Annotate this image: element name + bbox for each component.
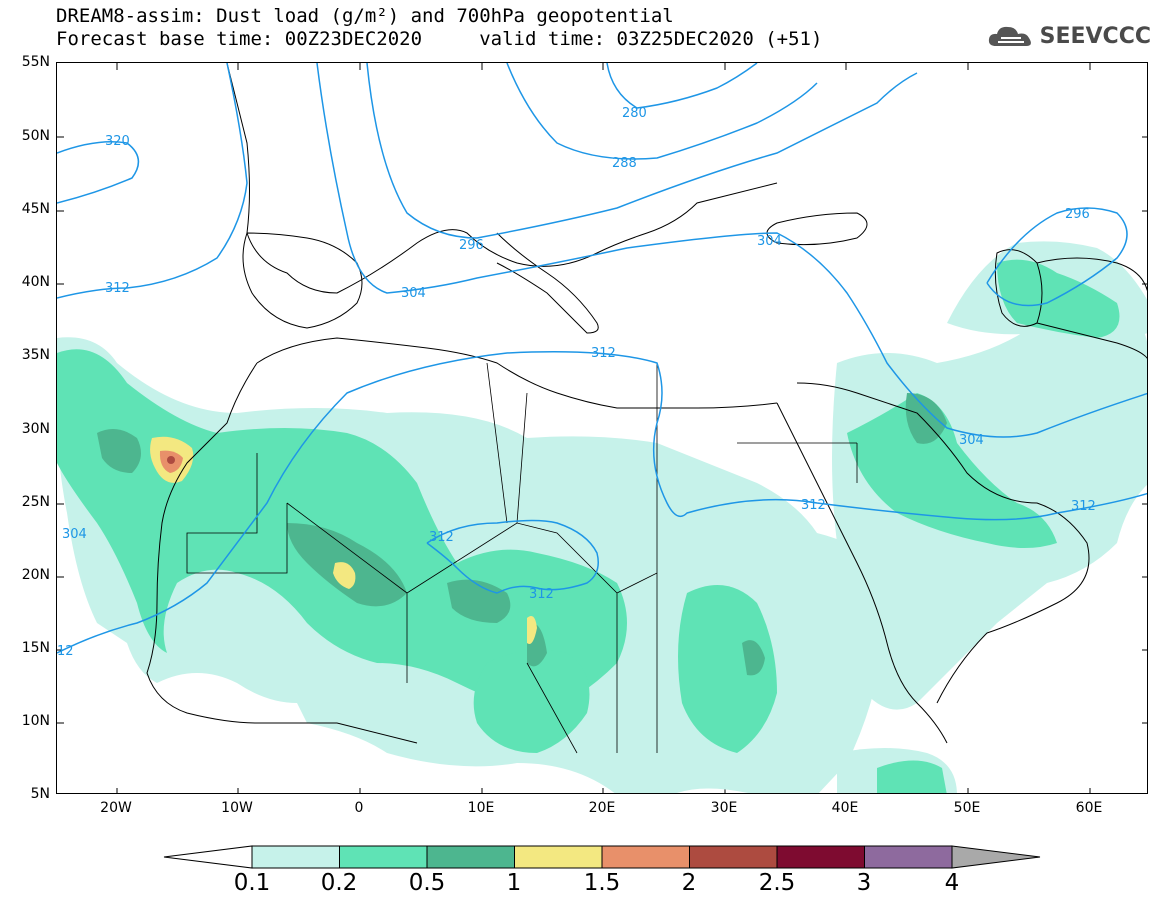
lat-label-45n: 45N [21,201,50,217]
contour-296 [366,63,918,239]
colorbar-swatch-5 [602,846,690,868]
contour-label-312-n: 312 [591,346,616,361]
lat-label-25n: 25N [21,494,50,510]
lon-label-20e: 20E [588,800,616,816]
dust-area-gulf [847,393,1057,548]
lat-label-20n: 20N [21,567,50,583]
logo-text: SEEVCCC [1039,23,1151,49]
contour-304-north [316,63,1147,438]
lon-label-60e: 60E [1075,800,1103,816]
dust-area-sudan-core [742,640,765,676]
colorbar-label-3: 3 [856,870,872,896]
colorbar-label-4: 4 [944,870,960,896]
contour-labels: 320 312 304 296 288 280 304 312 312 312 … [57,106,1096,659]
geopotential-contours [57,63,1147,654]
colorbar-swatch-8 [864,846,952,868]
coast-iberia [242,232,363,329]
colorbar-label-1.5: 1.5 [583,870,621,896]
dust-area-somalia [877,760,947,793]
lon-label-10e: 10E [467,800,495,816]
map-panel[interactable]: 320 312 304 296 288 280 304 312 312 312 … [56,62,1148,794]
dust-area-wsahara-3 [167,456,175,464]
dust-area-chad [473,649,590,753]
lon-label-20w: 20W [100,800,132,816]
contour-296-caspian [986,207,1128,307]
coast-arabia [796,382,1090,704]
contour-280 [606,63,758,109]
lon-label-40e: 40E [831,800,859,816]
contour-288 [506,63,818,160]
lon-label-10w: 10W [221,800,253,816]
lat-label-30n: 30N [21,421,50,437]
map-subtitle: Forecast base time: 00Z23DEC2020 valid t… [56,28,823,50]
contour-label-312-chad: 312 [429,530,454,545]
colorbar-label-2.5: 2.5 [758,870,796,896]
dust-area-niger [447,579,511,623]
dust-area-kuwait [905,393,947,444]
country-borders [186,362,858,754]
colorbar-label-1: 1 [506,870,522,896]
cloud-icon [988,26,1031,46]
colorbar-swatch-4 [514,846,602,868]
coast-iran [1036,257,1147,359]
colorbar-label-0.5: 0.5 [408,870,446,896]
contour-label-304-c: 304 [401,286,426,301]
dust-area-mali [333,562,356,589]
contour-label-296-caspian: 296 [1065,207,1090,222]
dust-area-canary [97,429,141,473]
colorbar-swatch-7 [777,846,865,868]
coast-italy [496,232,599,334]
contour-320 [57,141,140,204]
lat-label-40n: 40N [21,274,50,290]
colorbar-swatch-1 [252,846,340,868]
coast-north-africa [256,337,778,409]
lat-label-15n: 15N [21,640,50,656]
coast-red-sea [776,402,948,744]
dust-layer-peak [150,436,537,644]
contour-label-304-w: 304 [62,527,87,542]
lon-label-0: 0 [354,800,364,816]
colorbar [163,845,1041,869]
contour-label-12: 12 [57,644,74,659]
colorbar-label-0.1: 0.1 [233,870,271,896]
contour-label-288: 288 [612,156,637,171]
colorbar-over-arrow [951,845,1041,869]
contour-label-312-e: 312 [1071,499,1096,514]
lat-label-55n: 55N [21,54,50,70]
coastlines [146,63,1147,744]
lat-label-50n: 50N [21,128,50,144]
contour-label-312-sudan: 312 [529,587,554,602]
lat-label-35n: 35N [21,347,50,363]
coast-west-africa [146,362,418,744]
contour-label-304-e: 304 [757,234,782,249]
lat-label-10n: 10N [21,713,50,729]
contour-label-312-w: 312 [105,281,130,296]
contour-label-304-gulf: 304 [959,433,984,448]
colorbar-swatch-3 [427,846,515,868]
colorbar-swatch-6 [689,846,777,868]
lon-label-30e: 30E [710,800,738,816]
map-title: DREAM8-assim: Dust load (g/m²) and 700hP… [56,5,674,27]
lat-label-5n: 5N [30,786,50,802]
colorbar-under-arrow [163,845,253,869]
colorbar-label-0.2: 0.2 [320,870,358,896]
coast-europe [226,63,778,294]
dust-area-sudan [678,585,777,753]
lon-label-50e: 50E [953,800,981,816]
contour-label-312-arabia: 312 [801,498,826,513]
seevccc-logo: SEEVCCC [986,22,1151,50]
contour-312-west [57,63,248,299]
colorbar-label-2: 2 [681,870,697,896]
colorbar-swatch-2 [339,846,427,868]
map-canvas: 320 312 304 296 288 280 304 312 312 312 … [57,63,1147,793]
dust-area-chad-lake [527,615,537,644]
contour-label-280: 280 [622,106,647,121]
coast-black-sea [766,212,868,246]
contour-312-chad [426,519,599,594]
contour-label-320: 320 [105,134,130,149]
contour-312-sahara [57,351,1147,654]
contour-label-296: 296 [459,238,484,253]
dust-area-iran [997,259,1120,338]
